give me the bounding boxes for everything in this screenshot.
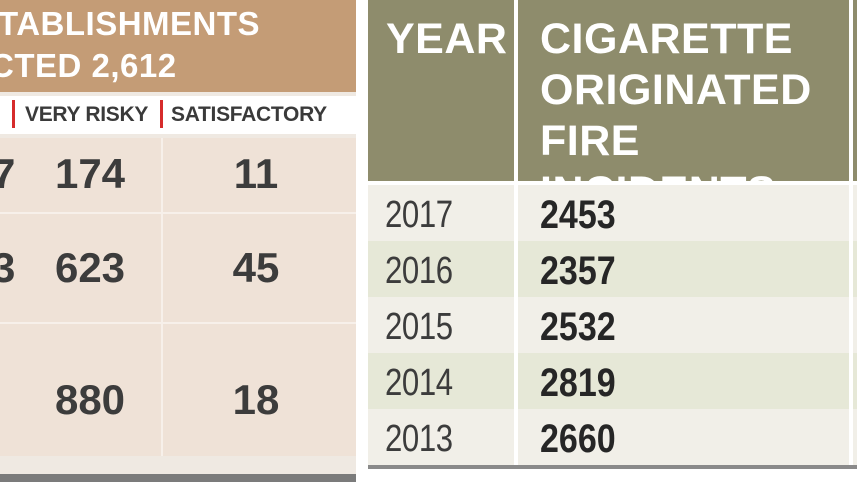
grid-line <box>161 138 163 456</box>
table-row: 2013 2660 <box>368 409 857 465</box>
table-row: 2014 2819 <box>368 353 857 409</box>
table-row: 2017 2453 <box>368 185 857 241</box>
establishments-body: 7 174 11 3 623 45 880 18 <box>0 138 356 456</box>
incidents-header: CIGARETTE ORIGINATED FIRE INCIDENTS <box>518 0 849 216</box>
column-header-very-risky: VERY RISKY <box>25 103 149 126</box>
grid-line <box>0 212 356 214</box>
grid-line <box>0 322 356 324</box>
column-header-satisfactory: SATISFACTORY <box>171 103 327 126</box>
table-bottom-rule <box>0 474 356 482</box>
very-risky-value: 623 <box>54 244 126 291</box>
very-risky-value: 174 <box>54 150 126 197</box>
table-bottom-rule <box>368 465 857 469</box>
year-header-label: YEAR <box>386 15 508 63</box>
fire-incidents-table: YEAR CIGARETTE ORIGINATED FIRE INCIDENTS… <box>368 0 857 482</box>
column-divider <box>160 100 163 128</box>
incidents-cell: 2532 <box>540 305 616 349</box>
incidents-cell: 2453 <box>540 193 616 237</box>
column-divider <box>12 100 15 128</box>
year-cell: 2016 <box>385 250 453 292</box>
incidents-header-line-2: ORIGINATED <box>540 66 812 114</box>
incidents-header-line-1: CIGARETTE <box>540 15 793 63</box>
header-line-1: TABLISHMENTS <box>0 5 261 42</box>
header-line-2: CTED 2,612 <box>0 47 177 84</box>
satisfactory-value: 18 <box>232 376 280 423</box>
establishments-header: TABLISHMENTS CTED 2,612 <box>0 0 356 92</box>
cut-value: 7 <box>0 150 16 197</box>
very-risky-value: 880 <box>54 376 126 423</box>
year-cell: 2017 <box>385 194 453 236</box>
incidents-cell: 2819 <box>540 361 616 405</box>
cut-value: 3 <box>0 244 16 291</box>
year-cell: 2015 <box>385 306 453 348</box>
establishments-table: TABLISHMENTS CTED 2,612 VERY RISKY SATIS… <box>0 0 356 482</box>
year-cell: 2014 <box>385 362 453 404</box>
incidents-cell: 2660 <box>540 417 616 461</box>
table-row: 2015 2532 <box>368 297 857 353</box>
year-cell: 2013 <box>385 418 453 460</box>
column-headers: VERY RISKY SATISFACTORY <box>0 96 356 134</box>
satisfactory-value: 11 <box>233 150 279 197</box>
next-column-header-edge <box>853 0 857 181</box>
satisfactory-value: 45 <box>232 244 280 291</box>
year-header: YEAR <box>368 0 514 181</box>
incidents-cell: 2357 <box>540 249 616 293</box>
table-row: 2016 2357 <box>368 241 857 297</box>
